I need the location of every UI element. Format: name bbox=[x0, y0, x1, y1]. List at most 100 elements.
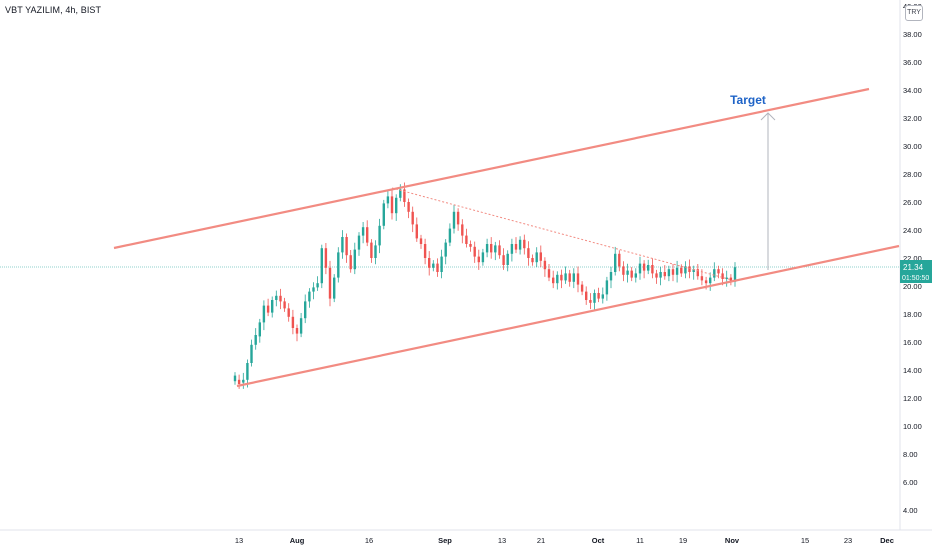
price-tick-label: 36.00 bbox=[903, 58, 922, 67]
candle bbox=[638, 263, 642, 274]
channel-upper-line[interactable] bbox=[113, 87, 870, 250]
candle bbox=[671, 269, 675, 275]
price-tick-label: 28.00 bbox=[903, 170, 922, 179]
candle bbox=[295, 328, 299, 334]
candle bbox=[345, 237, 348, 256]
candle bbox=[242, 379, 245, 383]
candle bbox=[436, 263, 439, 272]
time-axis[interactable]: 13 Aug 16 Sep 13 21 Oct 11 19 Nov 15 23 Dec bbox=[0, 529, 932, 545]
current-price-value: 21.34 bbox=[903, 263, 924, 272]
candle bbox=[456, 211, 460, 225]
candle bbox=[614, 253, 617, 272]
candle bbox=[597, 293, 600, 299]
current-price-badge-bg bbox=[900, 260, 932, 283]
candle bbox=[411, 211, 414, 225]
candle bbox=[258, 322, 261, 337]
symbol-title: VBT YAZILIM, 4h, BIST bbox=[5, 5, 102, 15]
candle bbox=[481, 252, 485, 263]
candle bbox=[585, 291, 588, 300]
candle bbox=[684, 266, 687, 274]
time-tick-label: 13 bbox=[498, 536, 506, 545]
candle bbox=[337, 252, 340, 278]
candle bbox=[659, 272, 662, 278]
time-tick-label: 15 bbox=[801, 536, 809, 545]
candle bbox=[465, 235, 468, 244]
candle bbox=[514, 244, 518, 250]
candle bbox=[609, 272, 613, 281]
candle bbox=[361, 227, 365, 236]
candle bbox=[485, 244, 489, 253]
candle bbox=[580, 284, 584, 292]
candle bbox=[713, 269, 716, 278]
target-arrow[interactable] bbox=[760, 112, 776, 270]
candle bbox=[250, 344, 253, 363]
candle bbox=[502, 255, 505, 265]
candle bbox=[494, 245, 497, 253]
candle bbox=[378, 225, 381, 246]
candle bbox=[634, 273, 637, 278]
target-label: Target bbox=[730, 93, 766, 107]
time-tick-label: 11 bbox=[636, 536, 644, 545]
candle bbox=[506, 253, 509, 265]
candle bbox=[688, 266, 691, 272]
price-tick-label: 14.00 bbox=[903, 366, 922, 375]
candle bbox=[498, 245, 501, 256]
candle bbox=[312, 287, 315, 292]
price-tick-label: 20.00 bbox=[903, 282, 922, 291]
candle bbox=[304, 301, 307, 319]
candle bbox=[626, 270, 629, 275]
candle bbox=[428, 258, 431, 268]
current-price-countdown: 01:50:50 bbox=[902, 275, 929, 282]
price-tick-label: 16.00 bbox=[903, 338, 922, 347]
candle bbox=[287, 308, 290, 317]
candle bbox=[510, 244, 514, 254]
candle bbox=[262, 305, 266, 323]
candle bbox=[423, 244, 427, 258]
candle bbox=[518, 239, 522, 250]
candle bbox=[357, 235, 361, 250]
candle bbox=[630, 270, 633, 278]
candle bbox=[605, 280, 609, 295]
candle bbox=[663, 272, 666, 277]
candle bbox=[246, 363, 249, 380]
candle bbox=[704, 280, 708, 284]
candle bbox=[320, 248, 323, 284]
candle bbox=[543, 260, 547, 270]
candle bbox=[729, 277, 733, 282]
candle bbox=[390, 196, 394, 214]
currency-badge[interactable]: TRY bbox=[905, 5, 923, 21]
current-price-badge: 21.34 01:50:50 bbox=[900, 260, 932, 283]
candle bbox=[233, 375, 237, 382]
candle bbox=[266, 305, 270, 313]
price-tick-label: 32.00 bbox=[903, 114, 922, 123]
candle bbox=[655, 273, 658, 278]
candle bbox=[395, 197, 398, 214]
candle bbox=[444, 242, 447, 257]
channel-lower-line[interactable] bbox=[236, 244, 900, 388]
candle bbox=[547, 269, 551, 278]
time-tick-label: 21 bbox=[537, 536, 545, 545]
time-tick-label: 23 bbox=[844, 536, 852, 545]
candle bbox=[539, 252, 542, 261]
candles-series bbox=[233, 182, 737, 389]
candle bbox=[374, 245, 377, 258]
candle bbox=[324, 248, 328, 268]
trendline-dotted[interactable] bbox=[391, 187, 733, 281]
candle bbox=[725, 277, 728, 279]
candle bbox=[593, 293, 596, 303]
time-tick-label: Aug bbox=[290, 536, 305, 545]
price-tick-label: 34.00 bbox=[903, 86, 922, 95]
candle bbox=[556, 274, 559, 284]
candle bbox=[477, 256, 480, 263]
candle bbox=[601, 294, 604, 299]
candle bbox=[386, 196, 390, 204]
candle bbox=[382, 203, 385, 226]
candle bbox=[589, 300, 592, 303]
price-tick-label: 22.00 bbox=[903, 254, 922, 263]
price-tick-label: 8.00 bbox=[903, 450, 918, 459]
time-tick-label: Oct bbox=[592, 536, 605, 545]
candle bbox=[675, 267, 679, 275]
candle bbox=[237, 379, 241, 384]
candle bbox=[271, 300, 274, 313]
